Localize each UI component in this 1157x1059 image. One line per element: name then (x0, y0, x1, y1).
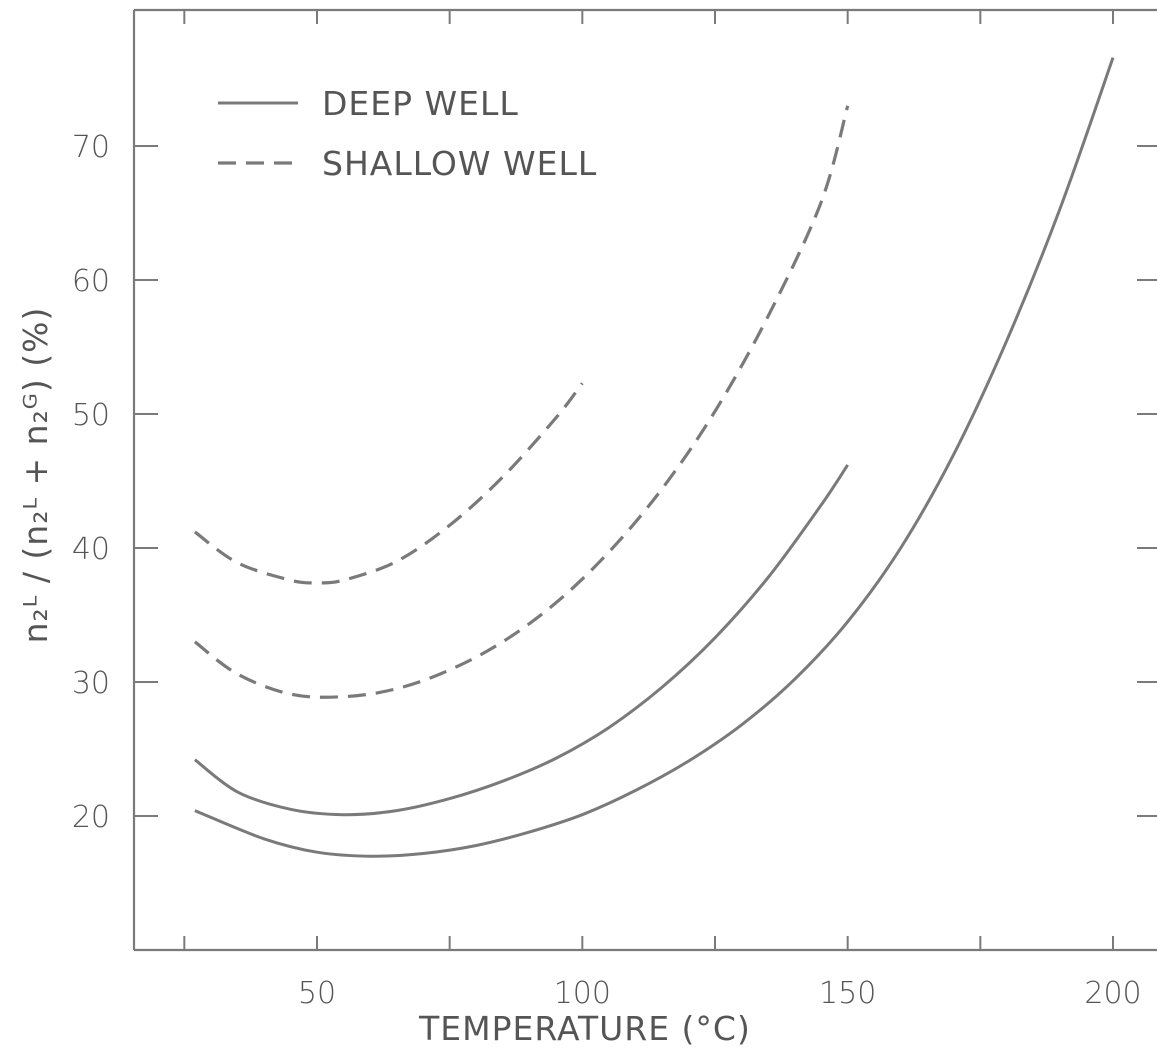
tick-labels: 50 100 150 200 20 30 40 50 60 70 (72, 130, 1142, 1011)
x-axis-title: TEMPERATURE (°C) (418, 1009, 751, 1048)
x-tick-label: 50 (298, 976, 336, 1011)
legend-shallow-well-label: SHALLOW WELL (322, 144, 597, 183)
x-tick-label: 200 (1084, 976, 1141, 1011)
data-curves (193, 57, 1115, 858)
shallow-well-curve-3 (193, 105, 850, 699)
y-axis-title: n₂ᴸ / (n₂ᴸ + n₂ᴳ) (%) (16, 307, 55, 644)
deep-well-curve-0 (193, 464, 849, 817)
y-tick-label: 20 (72, 800, 110, 835)
y-tick-label: 70 (72, 130, 110, 165)
x-tick-label: 150 (819, 976, 876, 1011)
y-tick-label: 30 (72, 666, 110, 701)
deep-well-curve-1 (194, 57, 1115, 858)
legend-deep-well-label: DEEP WELL (322, 84, 519, 123)
tick-marks (134, 10, 1157, 950)
shallow-well-curve-2 (193, 382, 584, 585)
x-tick-label: 100 (554, 976, 611, 1011)
legend: DEEP WELL SHALLOW WELL (218, 84, 597, 183)
y-tick-label: 60 (72, 264, 110, 299)
y-tick-label: 50 (72, 398, 110, 433)
y-tick-label: 40 (72, 532, 110, 567)
plot-frame (132, 8, 1157, 952)
